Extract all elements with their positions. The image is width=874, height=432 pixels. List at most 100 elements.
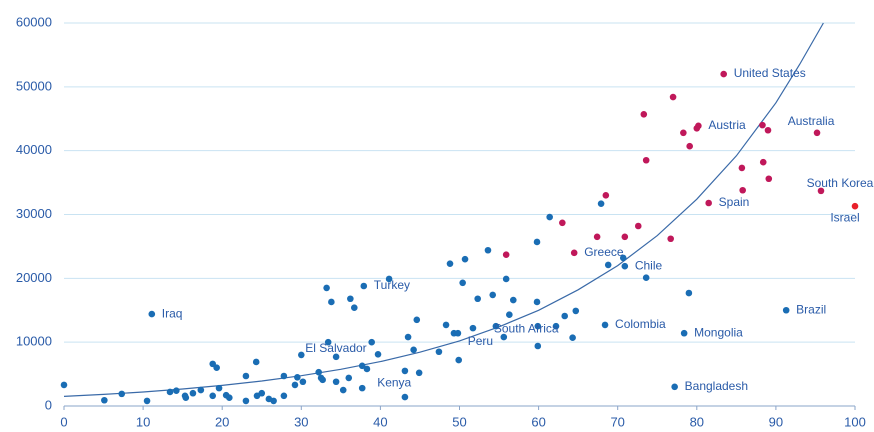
data-point <box>484 246 492 254</box>
data-point <box>455 356 463 364</box>
data-point <box>258 389 266 397</box>
data-point <box>294 373 301 381</box>
data-point <box>572 307 580 315</box>
data-point <box>720 70 727 78</box>
data-point <box>415 369 423 377</box>
x-tick-label: 60 <box>531 414 545 429</box>
data-point <box>474 295 481 303</box>
data-point <box>506 311 513 319</box>
data-point <box>813 129 821 137</box>
data-point <box>559 219 566 227</box>
data-point <box>546 213 553 221</box>
data-point <box>500 333 508 341</box>
x-tick-label: 20 <box>215 414 229 429</box>
data-point <box>332 378 340 386</box>
data-point <box>166 388 174 396</box>
data-point <box>686 142 693 150</box>
data-point <box>324 338 332 346</box>
data-point <box>374 350 382 358</box>
data-point <box>358 384 366 392</box>
data-point <box>413 316 421 324</box>
data-point <box>492 322 500 330</box>
data-point <box>621 262 629 270</box>
data-point <box>669 93 677 101</box>
data-point <box>552 322 560 330</box>
data-point <box>173 387 180 394</box>
data-point <box>593 233 601 241</box>
data-point <box>851 202 859 210</box>
data-point <box>561 312 569 320</box>
point-label: Turkey <box>374 278 410 292</box>
y-tick-label: 10000 <box>16 334 52 349</box>
point-label: Brazil <box>796 302 826 316</box>
data-point <box>739 186 746 194</box>
data-point <box>368 338 375 346</box>
data-point <box>226 394 233 402</box>
data-point <box>817 187 825 195</box>
data-point <box>642 274 650 281</box>
point-label: Kenya <box>377 375 411 389</box>
data-point <box>509 296 517 304</box>
data-point <box>533 298 541 306</box>
data-point <box>680 129 687 137</box>
data-point <box>404 333 412 341</box>
data-point <box>401 393 409 401</box>
data-point <box>328 298 335 306</box>
y-tick-label: 40000 <box>16 142 52 157</box>
data-point <box>435 348 443 356</box>
data-point <box>738 164 746 172</box>
data-point <box>597 200 605 207</box>
data-point <box>759 158 767 166</box>
x-tick-label: 80 <box>690 414 704 429</box>
data-point <box>469 324 477 332</box>
y-tick-label: 0 <box>45 397 52 412</box>
point-label: Colombia <box>615 317 666 331</box>
data-point <box>347 295 354 303</box>
data-point <box>502 251 510 259</box>
data-point <box>319 376 326 384</box>
data-point <box>360 282 368 290</box>
point-label: Chile <box>635 258 663 272</box>
data-point <box>401 367 409 375</box>
data-point <box>604 261 612 269</box>
data-point <box>315 368 323 376</box>
data-point <box>642 156 650 164</box>
x-tick-label: 40 <box>373 414 387 429</box>
point-label: Israel <box>830 210 859 224</box>
data-point <box>640 110 648 118</box>
data-point <box>270 397 277 405</box>
data-point <box>209 392 217 400</box>
x-tick-label: 90 <box>769 414 783 429</box>
data-point <box>410 346 417 354</box>
x-tick-label: 30 <box>294 414 308 429</box>
data-point <box>323 284 330 292</box>
point-label: Bangladesh <box>685 379 748 393</box>
y-tick-label: 50000 <box>16 78 52 93</box>
data-point <box>619 254 627 262</box>
data-point <box>459 279 466 287</box>
y-tick-label: 30000 <box>16 206 52 221</box>
y-tick-label: 20000 <box>16 270 52 285</box>
data-point <box>569 334 576 341</box>
data-point <box>446 260 454 267</box>
data-point <box>60 381 68 389</box>
data-point <box>363 365 371 373</box>
data-point <box>252 358 260 366</box>
data-point <box>332 353 340 361</box>
data-point <box>345 374 353 382</box>
point-label: Mongolia <box>694 325 743 339</box>
data-point <box>385 275 393 283</box>
data-point <box>570 249 578 257</box>
data-point <box>765 175 773 183</box>
data-point <box>215 384 223 392</box>
data-point <box>280 392 288 400</box>
data-point <box>685 289 693 297</box>
data-point <box>242 372 250 380</box>
data-point <box>189 389 197 397</box>
point-label: El Salvador <box>305 341 366 355</box>
point-label: Peru <box>468 334 493 348</box>
data-point <box>671 383 678 391</box>
y-tick-label: 60000 <box>16 14 52 29</box>
data-point <box>358 362 366 370</box>
point-label: Austria <box>708 118 746 132</box>
